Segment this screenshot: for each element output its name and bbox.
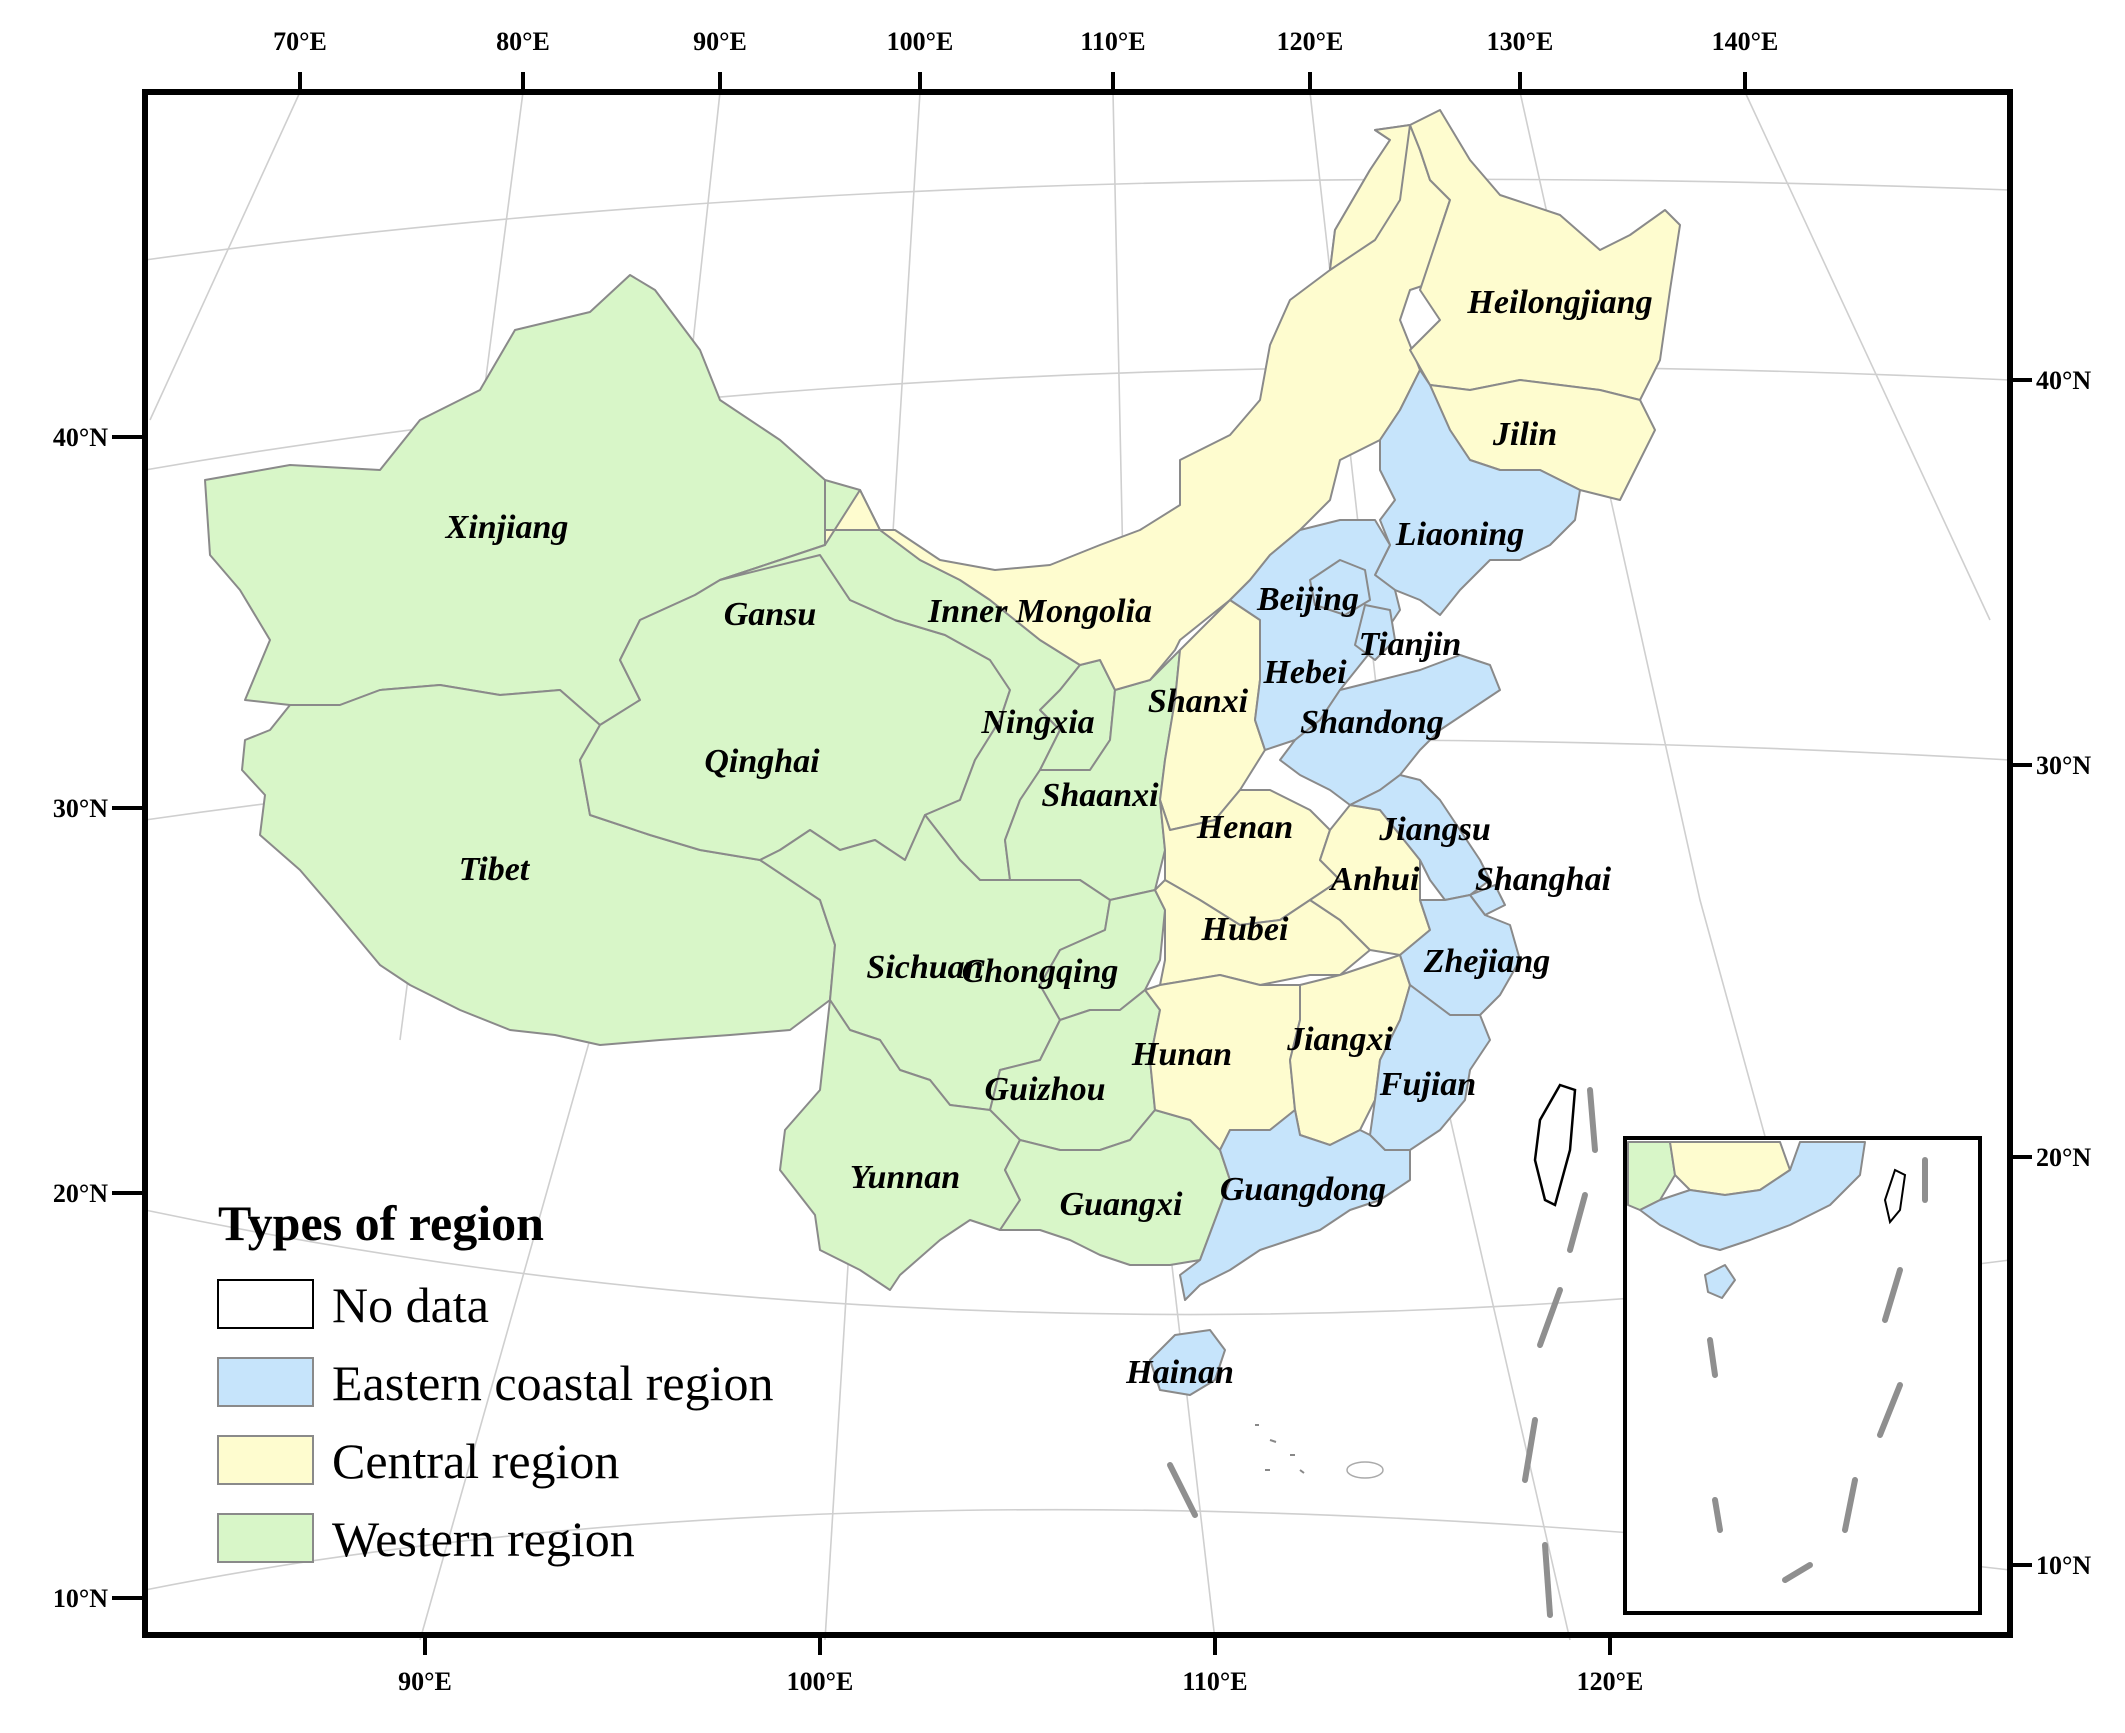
province-label-gansu: Gansu	[724, 596, 817, 633]
legend-label-western: Western region	[332, 1511, 635, 1567]
province-label-shandong: Shandong	[1300, 704, 1444, 741]
province-label-jilin: Jilin	[1492, 416, 1557, 453]
province-guangdong	[1179, 1109, 1411, 1301]
province-label-xinjiang: Xinjiang	[445, 509, 569, 546]
provinces-layer	[204, 109, 1681, 1396]
inset-map	[1623, 1136, 1982, 1615]
right-axis: 40°N 30°N 20°N 10°N	[2010, 366, 2091, 1580]
nine-dash-line	[1167, 1087, 1598, 1618]
province-label-beijing: Beijing	[1256, 581, 1359, 618]
province-label-qinghai: Qinghai	[704, 743, 820, 780]
province-label-jiangsu: Jiangsu	[1378, 811, 1491, 848]
province-tianjin	[1354, 604, 1396, 661]
province-label-hainan: Hainan	[1125, 1354, 1234, 1391]
top-tick-label: 110°E	[1080, 27, 1145, 56]
legend-label-eastern: Eastern coastal region	[332, 1355, 773, 1411]
top-tick-label: 140°E	[1712, 27, 1779, 56]
bottom-tick-label: 90°E	[398, 1667, 452, 1696]
province-label-henan: Henan	[1196, 809, 1293, 846]
province-label-sichuan: Sichuan	[866, 949, 983, 986]
left-axis: 40°N 30°N 20°N 10°N	[53, 423, 145, 1613]
province-label-tibet: Tibet	[459, 851, 531, 888]
province-label-fujian: Fujian	[1379, 1066, 1476, 1103]
left-tick-label: 40°N	[53, 423, 108, 452]
province-label-yunnan: Yunnan	[850, 1159, 960, 1196]
top-tick-label: 70°E	[273, 27, 327, 56]
province-label-inner-mongolia: Inner Mongolia	[927, 593, 1152, 630]
left-tick-label: 10°N	[53, 1584, 108, 1613]
province-label-guangxi: Guangxi	[1060, 1186, 1183, 1223]
small-islands	[1255, 1424, 1384, 1479]
province-tibet	[241, 684, 836, 1046]
province-labels: Heilongjiang Jilin Liaoning Xinjiang Gansu In…	[445, 284, 1653, 1391]
province-jiangsu	[1349, 774, 1491, 901]
legend-swatch-no-data	[217, 1279, 314, 1329]
province-label-shanghai: Shanghai	[1475, 861, 1612, 898]
right-tick-label: 20°N	[2036, 1143, 2091, 1172]
legend-swatch-central	[217, 1435, 314, 1485]
top-axis: 70°E 80°E 90°E 100°E 110°E 120°E 130°E 140°E	[273, 27, 1778, 92]
province-label-heilongjiang: Heilongjiang	[1466, 284, 1652, 321]
legend-label-no-data: No data	[332, 1277, 489, 1333]
legend-swatch-western	[217, 1513, 314, 1563]
map-frame	[142, 89, 2013, 1638]
right-tick-label: 30°N	[2036, 751, 2091, 780]
bottom-axis: 90°E 100°E 110°E 120°E	[398, 1635, 1643, 1696]
province-label-liaoning: Liaoning	[1395, 516, 1524, 553]
province-label-guizhou: Guizhou	[985, 1071, 1106, 1108]
province-shandong	[1279, 654, 1501, 806]
legend: Types of region No data Eastern coastal …	[217, 1195, 773, 1567]
province-label-guangdong: Guangdong	[1220, 1171, 1386, 1208]
province-beijing	[1309, 559, 1371, 616]
province-label-jiangxi: Jiangxi	[1286, 1021, 1393, 1058]
taiwan-outline	[1533, 1083, 1577, 1207]
bottom-tick-label: 120°E	[1577, 1667, 1644, 1696]
province-liaoning	[1374, 369, 1581, 616]
province-hainan	[1149, 1329, 1226, 1396]
province-label-ningxia: Ningxia	[980, 704, 1094, 741]
province-label-hebei: Hebei	[1262, 654, 1347, 691]
right-tick-label: 10°N	[2036, 1551, 2091, 1580]
province-label-chongqing: Chongqing	[962, 953, 1119, 990]
top-tick-label: 130°E	[1487, 27, 1554, 56]
province-label-tianjin: Tianjin	[1359, 626, 1462, 663]
province-label-anhui: Anhui	[1329, 861, 1420, 898]
province-label-hunan: Hunan	[1131, 1036, 1232, 1073]
top-tick-label: 100°E	[887, 27, 954, 56]
legend-label-central: Central region	[332, 1433, 619, 1489]
top-tick-label: 80°E	[496, 27, 550, 56]
top-tick-label: 90°E	[693, 27, 747, 56]
legend-title: Types of region	[218, 1195, 544, 1251]
province-label-shaanxi: Shaanxi	[1041, 777, 1159, 814]
bottom-tick-label: 110°E	[1182, 1667, 1247, 1696]
left-tick-label: 20°N	[53, 1179, 108, 1208]
province-label-zhejiang: Zhejiang	[1423, 943, 1551, 980]
left-tick-label: 30°N	[53, 794, 108, 823]
top-tick-label: 120°E	[1277, 27, 1344, 56]
province-yunnan	[779, 999, 1021, 1291]
province-label-hubei: Hubei	[1201, 911, 1289, 948]
bottom-tick-label: 100°E	[787, 1667, 854, 1696]
province-label-shanxi: Shanxi	[1148, 683, 1249, 720]
legend-swatch-eastern	[217, 1357, 314, 1407]
right-tick-label: 40°N	[2036, 366, 2091, 395]
